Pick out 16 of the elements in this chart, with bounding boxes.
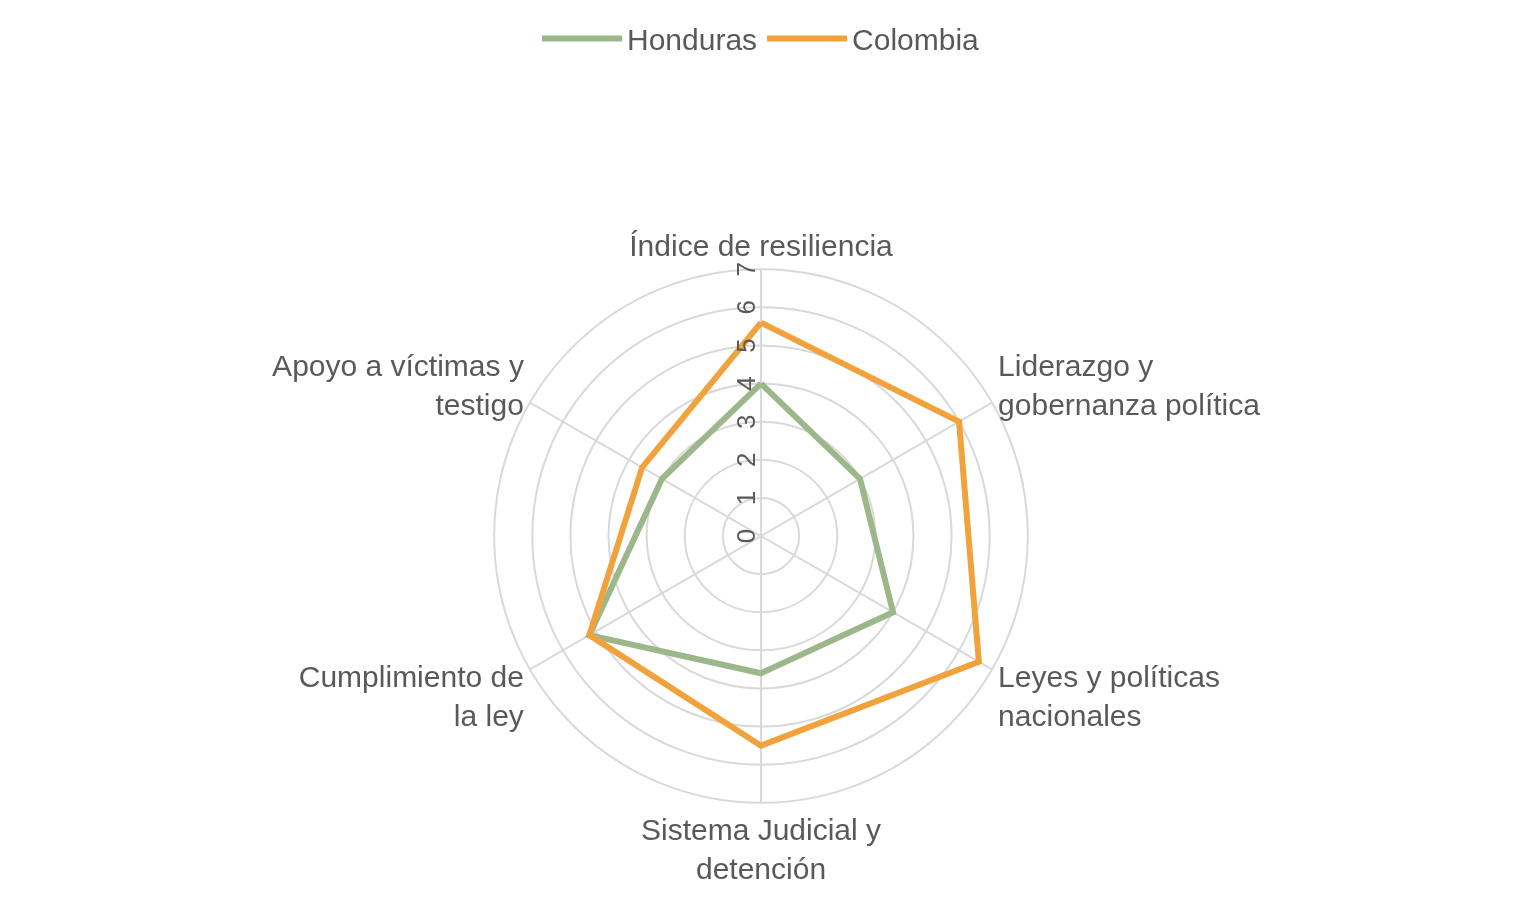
y-tick-label: 1 [731,490,762,506]
spoke-label: Apoyo a víctimas y testigo [272,348,524,421]
spoke-label: Leyes y políticas nacionales [998,660,1220,733]
y-tick-label: 4 [731,376,762,391]
spoke-label: Índice de resiliencia [629,229,894,263]
spoke-label: Liderazgo y gobernanza política [998,348,1261,421]
legend-label: Honduras [627,23,758,57]
y-tick-label: 5 [731,338,762,353]
legend-label: Colombia [852,23,980,57]
y-tick-label: 2 [731,452,762,468]
spoke-label: Sistema Judicial y detención [640,812,882,885]
y-tick-label: 3 [731,414,762,429]
y-tick-label: 7 [731,261,762,277]
spoke-label: Cumplimiento de la ley [298,660,524,733]
y-tick-label: 0 [731,528,762,544]
y-tick-label: 6 [731,300,762,315]
